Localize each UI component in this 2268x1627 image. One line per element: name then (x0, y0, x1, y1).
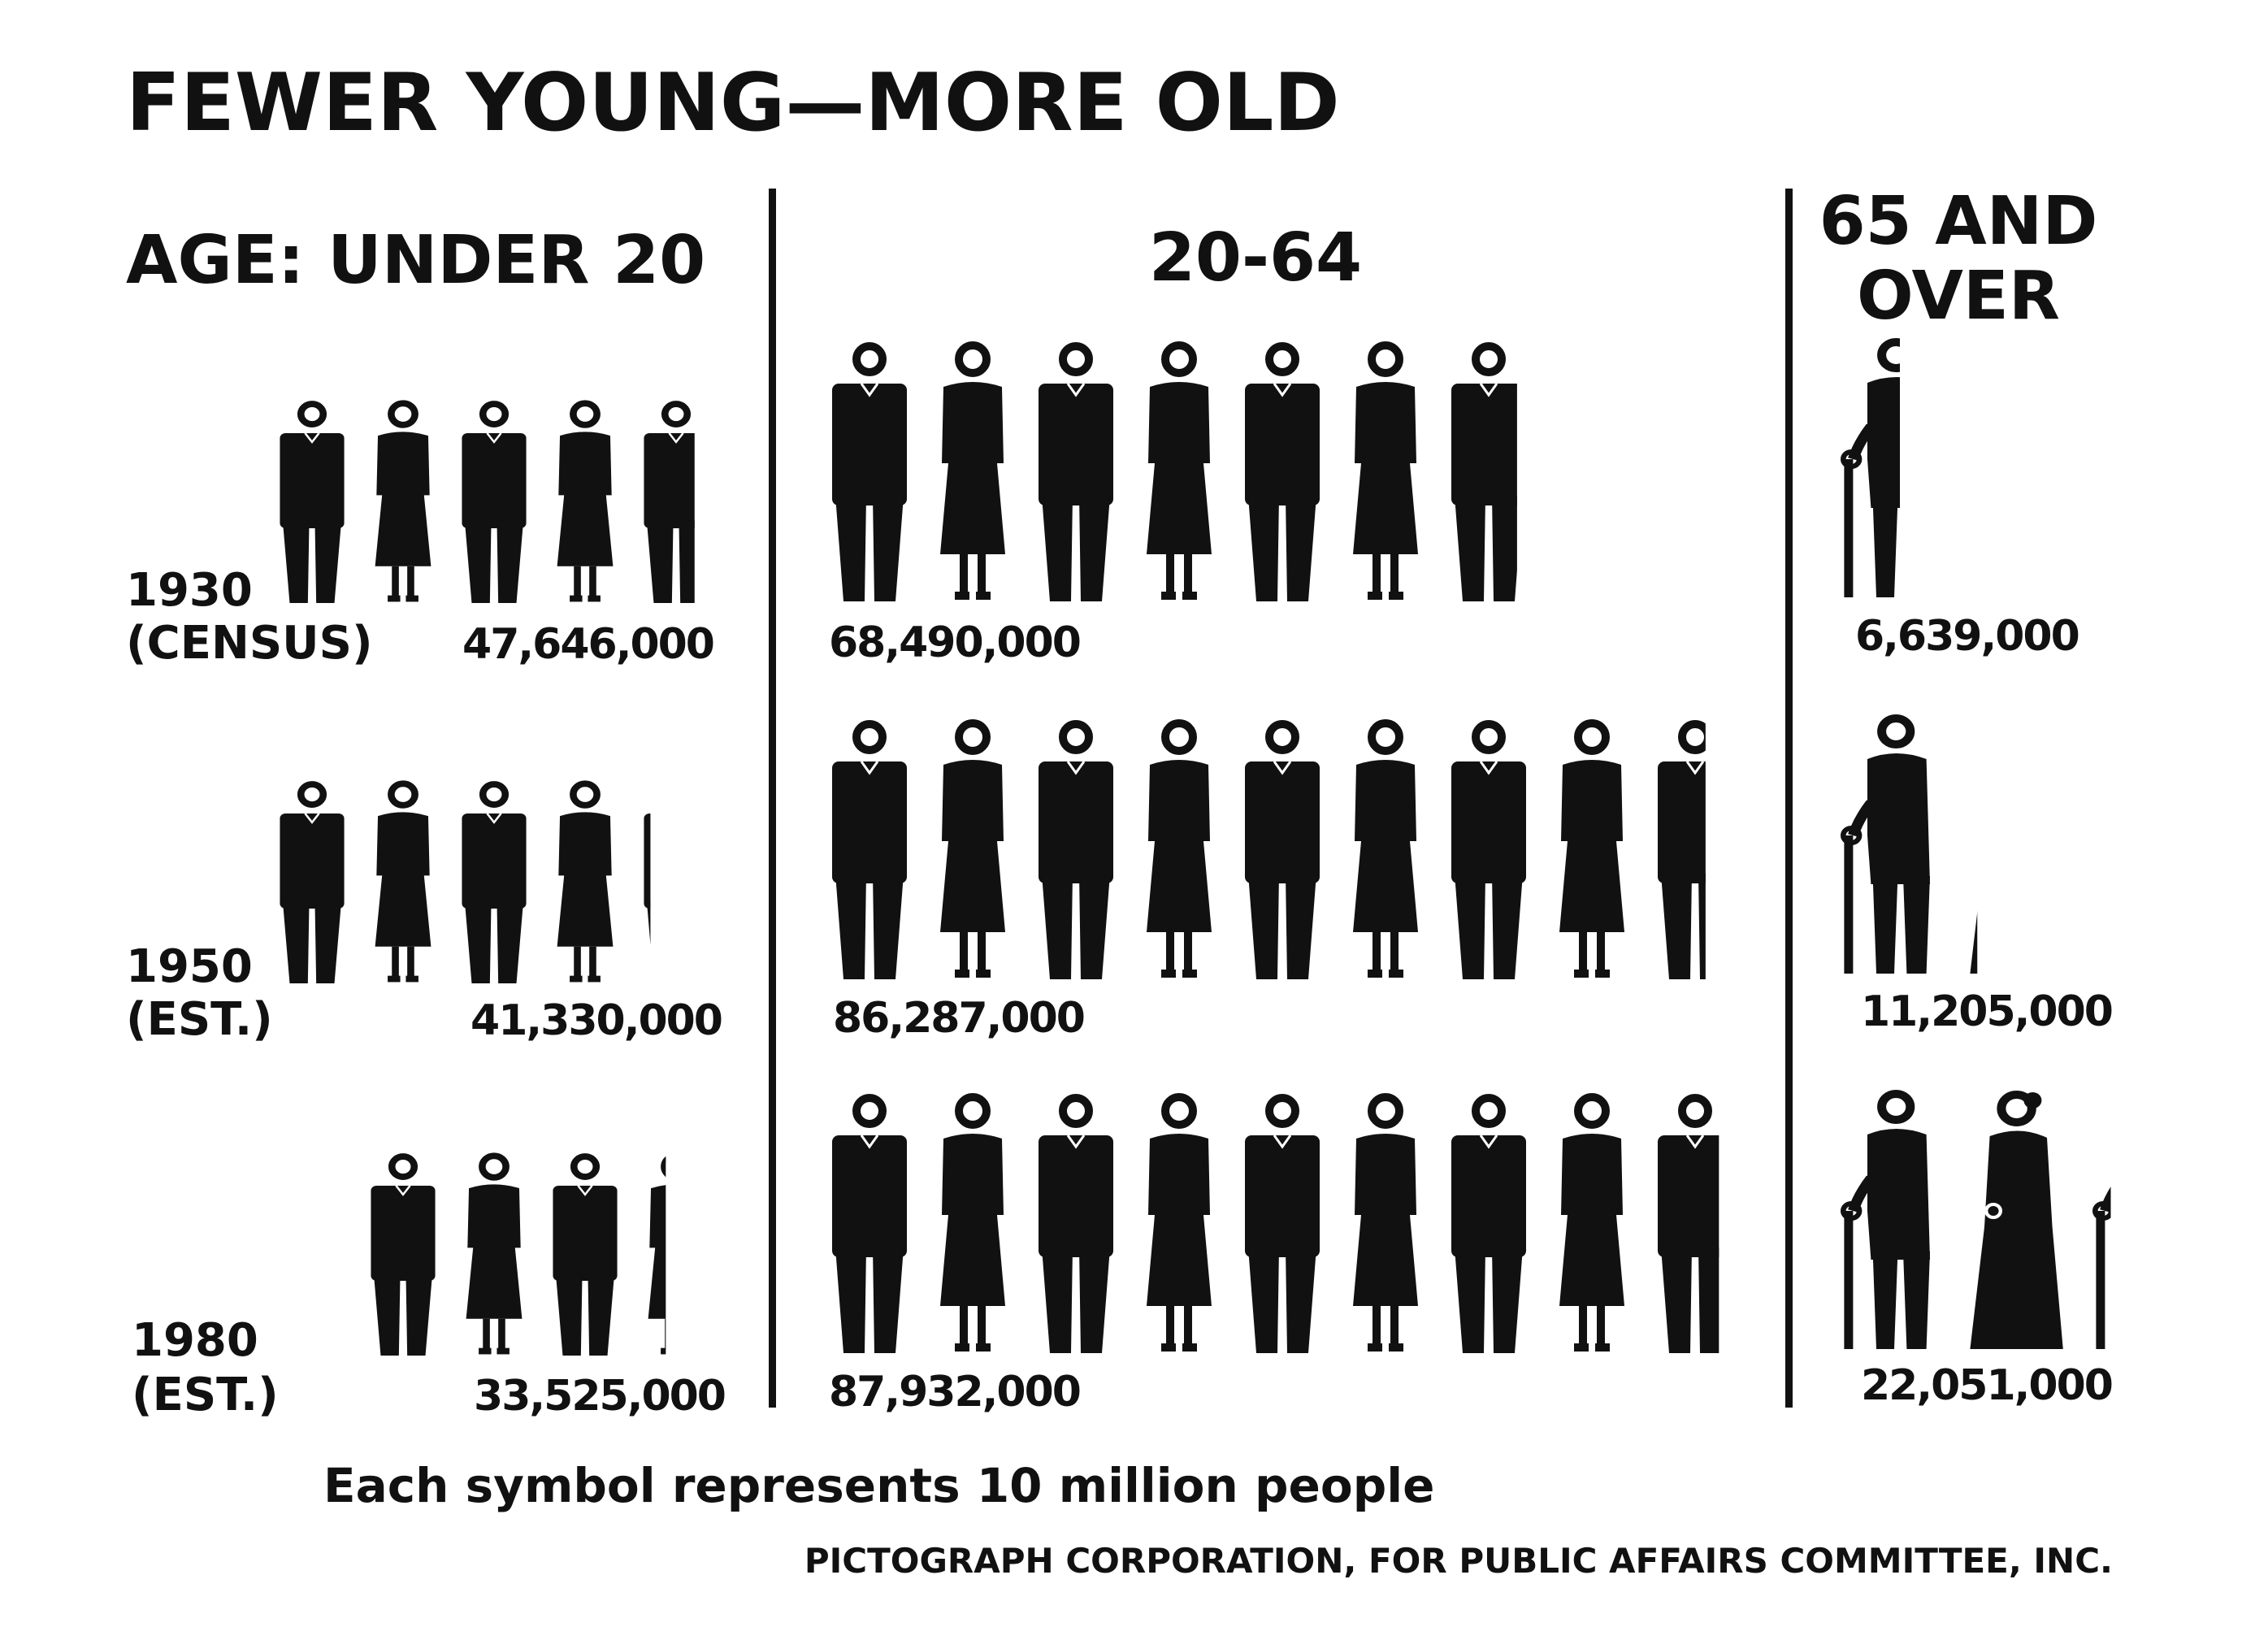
symbols-1980-20-64 (832, 1093, 1719, 1353)
person-symbol (1245, 342, 1320, 601)
person-symbol (1039, 1094, 1113, 1353)
person-symbol (1147, 341, 1212, 600)
divider-right (1785, 189, 1793, 1408)
person-symbol (1970, 1091, 2063, 1349)
person-symbol (648, 1156, 666, 1355)
person-symbol (940, 341, 1005, 600)
person-symbol (1353, 341, 1418, 600)
symbols-1980-under20 (371, 1152, 666, 1356)
symbol-note: Each symbol represents 10 million people (323, 1458, 1434, 1513)
group-header-65-over-line-2: OVER (1857, 258, 2060, 335)
symbols-1950-65-over (1841, 714, 1978, 974)
person-symbol (1841, 1090, 1930, 1349)
person-symbol (832, 342, 907, 601)
value-1980-over65: 22,051,000 (1861, 1361, 2112, 1410)
person-symbol (280, 781, 345, 983)
person-symbol (2092, 1187, 2111, 1349)
value-1950-mid: 86,287,000 (833, 994, 1084, 1043)
value-1950-under20: 41,330,000 (471, 996, 722, 1045)
value-1930-mid: 68,490,000 (829, 618, 1080, 667)
person-symbol (1451, 1094, 1526, 1353)
symbols-1930-20-64 (832, 341, 1517, 601)
person-symbol (1841, 338, 1901, 597)
row-1930-qualifier: (CENSUS) (126, 617, 373, 670)
symbols-1930-65-over (1841, 338, 1901, 597)
credit-line: PICTOGRAPH CORPORATION, FOR PUBLIC AFFAI… (804, 1541, 2113, 1581)
value-1930-over65: 6,639,000 (1855, 612, 2079, 661)
person-symbol (1245, 720, 1320, 979)
person-symbol (462, 401, 527, 603)
group-header-under-20: AGE: UNDER 20 (126, 222, 705, 299)
person-symbol (1039, 720, 1113, 979)
symbols-1980-65-over (1841, 1090, 2111, 1349)
person-symbol (1039, 342, 1113, 601)
person-symbol (557, 780, 614, 983)
person-symbol (644, 813, 651, 945)
row-1980-year: 1980 (132, 1314, 258, 1367)
person-symbol (280, 401, 345, 603)
person-symbol (1841, 714, 1930, 974)
person-symbol (1147, 719, 1212, 978)
person-symbol (832, 720, 907, 979)
person-symbol (557, 400, 614, 602)
chart-title: FEWER YOUNG—MORE OLD (126, 57, 1340, 150)
group-header-20-64: 20-64 (1149, 219, 1362, 297)
person-symbol (1451, 342, 1517, 601)
group-header-65-over-line-1: 65 AND (1819, 183, 2098, 260)
symbols-1950-under20 (280, 780, 651, 983)
value-1950-over65: 11,205,000 (1861, 987, 2112, 1036)
value-1980-under20: 33,525,000 (474, 1372, 725, 1421)
person-symbol (1353, 1093, 1418, 1351)
person-symbol (1658, 1094, 1719, 1353)
symbols-1930-under20 (280, 400, 695, 603)
person-symbol (832, 1094, 907, 1353)
person-symbol (644, 401, 695, 603)
person-symbol (375, 400, 431, 602)
person-symbol (940, 1093, 1005, 1351)
row-1980-qualifier: (EST.) (132, 1369, 279, 1421)
person-symbol (466, 1152, 523, 1355)
person-symbol (1658, 720, 1706, 979)
person-symbol (1970, 912, 1978, 974)
person-symbol (1559, 719, 1624, 978)
person-symbol (940, 719, 1005, 978)
person-symbol (1559, 1093, 1624, 1351)
value-1930-under20: 47,646,000 (462, 620, 713, 669)
person-symbol (375, 780, 431, 983)
person-symbol (1451, 720, 1526, 979)
value-1980-mid: 87,932,000 (829, 1368, 1080, 1417)
divider-left (769, 189, 776, 1408)
row-1950-qualifier: (EST.) (126, 993, 273, 1046)
symbols-1950-20-64 (832, 719, 1706, 979)
row-1930-year: 1930 (126, 564, 253, 617)
person-symbol (1353, 719, 1418, 978)
person-symbol (371, 1153, 436, 1356)
person-symbol (553, 1153, 618, 1356)
person-symbol (1147, 1093, 1212, 1351)
row-1950-year: 1950 (126, 940, 253, 993)
person-symbol (1245, 1094, 1320, 1353)
person-symbol (462, 781, 527, 983)
